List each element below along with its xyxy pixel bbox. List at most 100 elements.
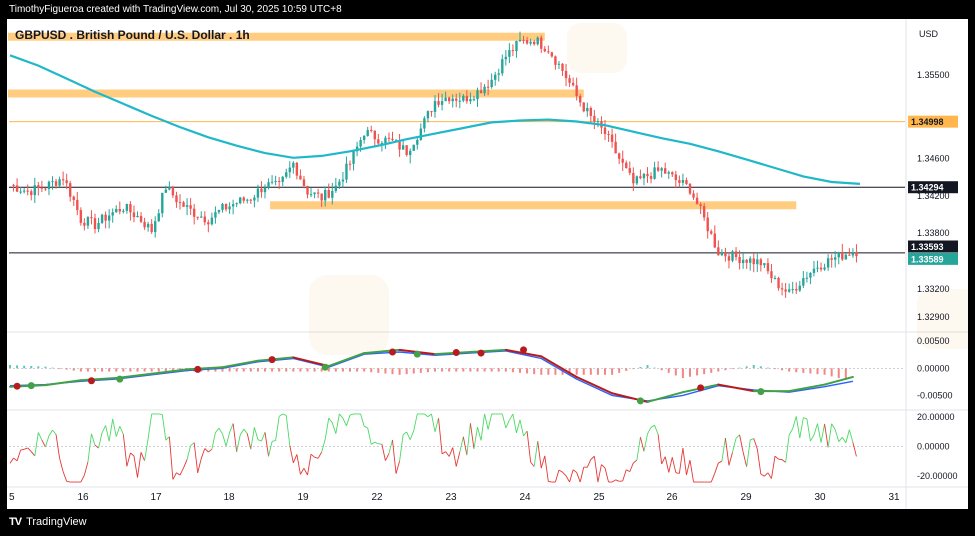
oscillator-segment <box>434 418 439 432</box>
macd-histogram-bar <box>497 368 500 372</box>
oscillator-segment <box>289 445 294 463</box>
candle <box>671 171 674 178</box>
crossover-dot <box>116 375 124 383</box>
candle-body <box>529 41 532 44</box>
candle <box>635 175 639 186</box>
candle-body <box>118 208 121 212</box>
oscillator-segment <box>193 442 199 473</box>
candle-body <box>111 212 114 216</box>
macd-histogram-bar <box>391 368 394 375</box>
macd-histogram-bar <box>441 368 444 372</box>
candle <box>125 203 129 214</box>
candle <box>632 167 635 192</box>
macd-histogram-bar <box>448 368 451 372</box>
candle-body <box>15 185 19 192</box>
candle-body <box>610 134 614 142</box>
macd-histogram-bar <box>214 368 217 372</box>
oscillator-segment <box>845 429 850 443</box>
oscillator-segment <box>760 473 765 477</box>
candle-body <box>639 176 642 179</box>
candle-body <box>61 179 65 181</box>
candle-body <box>596 121 600 123</box>
candle-body <box>40 187 44 189</box>
candle-body <box>540 37 543 49</box>
candle <box>465 90 469 104</box>
candle-body <box>844 254 848 260</box>
x-tick-label: 18 <box>223 492 235 503</box>
candle <box>437 93 440 108</box>
candle-body <box>97 222 100 230</box>
candle <box>490 73 493 89</box>
candle <box>274 175 277 186</box>
x-tick-label: 5 <box>9 492 15 503</box>
candle-body <box>834 257 837 260</box>
candle-body <box>841 252 844 260</box>
candle <box>617 152 621 165</box>
candle-body <box>334 185 338 192</box>
watermark-logo-icon <box>567 23 627 73</box>
oscillator-segment <box>137 452 142 478</box>
candle <box>409 148 412 164</box>
oscillator-segment <box>253 427 259 440</box>
x-tick-label: 23 <box>445 492 457 503</box>
macd-histogram-bar <box>72 368 75 371</box>
candle-body <box>713 233 716 248</box>
oscillator-segment <box>848 429 854 443</box>
oscillator-segment <box>360 413 365 427</box>
crossover-dot <box>413 350 421 358</box>
candle-body <box>178 202 182 204</box>
candle <box>345 156 348 184</box>
candle-body <box>44 188 47 190</box>
candle-body <box>582 102 585 112</box>
y-tick-label: 1.35500 <box>917 70 950 80</box>
candle <box>791 281 794 294</box>
macd-histogram-bar <box>483 368 486 372</box>
candle <box>22 187 26 194</box>
candle-body <box>76 199 79 211</box>
chart-svg[interactable]: GBPUSD . British Pound / U.S. Dollar . 1… <box>7 19 975 509</box>
candle <box>695 192 699 205</box>
candle <box>164 185 168 193</box>
candle <box>93 213 97 234</box>
oscillator-segment <box>126 452 131 467</box>
candle-body <box>433 101 437 112</box>
oscillator-segment <box>540 455 546 469</box>
oscillator-segment <box>735 434 740 439</box>
candle-body <box>416 139 419 145</box>
candle <box>387 132 391 143</box>
candle-body <box>200 216 203 218</box>
candle <box>423 116 426 133</box>
oscillator-segment <box>774 455 779 460</box>
candle-body <box>731 251 734 261</box>
candle <box>642 172 646 186</box>
candle-body <box>207 222 210 225</box>
oscillator-segment <box>682 448 687 475</box>
candle <box>855 244 858 263</box>
oscillator-segment <box>339 413 344 419</box>
oscillator-segment <box>424 413 429 418</box>
candle <box>731 249 734 263</box>
macd-histogram-bar <box>455 368 458 372</box>
candle <box>749 256 752 271</box>
candle <box>51 176 54 190</box>
candle-body <box>469 99 472 102</box>
macd-histogram-bar <box>511 368 514 373</box>
candle-body <box>543 48 546 52</box>
oscillator-segment <box>204 448 209 453</box>
candle <box>189 198 192 215</box>
candle <box>639 169 642 180</box>
macd-histogram-bar <box>405 368 408 375</box>
candle-body <box>295 162 299 176</box>
candle-body <box>324 189 327 201</box>
candle-body <box>373 130 376 140</box>
oscillator-segment <box>501 413 507 429</box>
candle-body <box>501 59 504 74</box>
oscillator-segment <box>654 425 659 435</box>
candle <box>430 110 433 117</box>
candle <box>447 96 451 104</box>
macd-histogram-bar <box>249 368 252 372</box>
oscillator-segment <box>346 414 351 427</box>
created-caption: TimothyFigueroa created with TradingView… <box>9 4 342 15</box>
candle-body <box>855 252 858 257</box>
candle <box>249 198 253 204</box>
